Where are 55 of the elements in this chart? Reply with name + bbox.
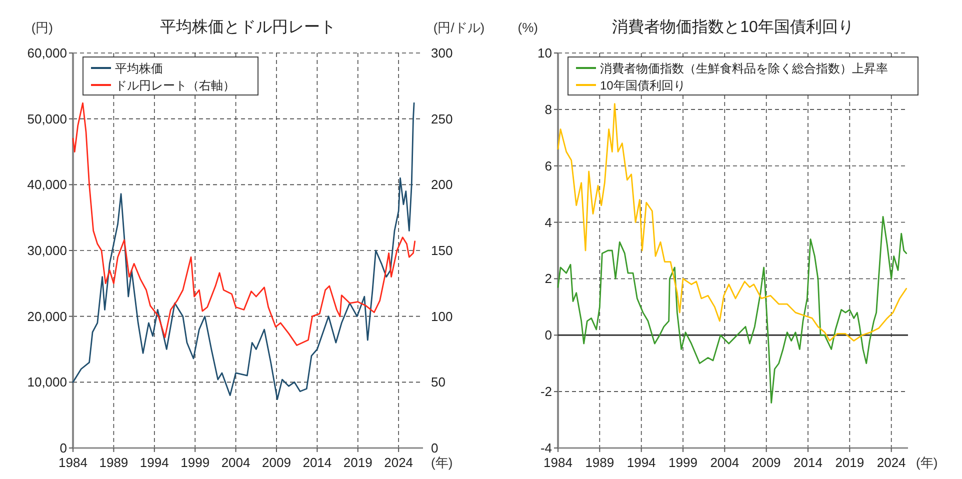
x-tick-label: 2014 (794, 455, 822, 470)
y-tick-label: 8 (544, 102, 552, 117)
x-tick-label: 2024 (876, 455, 906, 470)
y-tick-label: 60,000 (27, 46, 67, 60)
x-tick-label: 1984 (544, 455, 572, 470)
x-axis-title: (年) (431, 455, 453, 470)
x-tick-label: 1999 (668, 455, 698, 470)
y-tick-label: 2 (544, 271, 552, 286)
x-tick-label: 2004 (710, 455, 740, 470)
y-tick-label: 0 (60, 440, 67, 456)
y-tick-label: 6 (544, 158, 552, 174)
x-tick-label: 2009 (752, 455, 781, 470)
chart-title: 消費者物価指数と10年国債利回り (612, 18, 854, 36)
legend-label: 消費者物価指数（生鮮食料品を除く総合指数）上昇率 (600, 62, 888, 76)
x-tick-label: 1994 (140, 455, 169, 470)
y2-tick-label: 100 (431, 308, 453, 324)
x-tick-label: 2009 (262, 455, 291, 470)
y2-tick-label: 250 (431, 111, 453, 126)
x-axis-title: (年) (916, 455, 938, 470)
x-tick-label: 1989 (585, 455, 614, 470)
line-series (72, 102, 415, 400)
x-tick-label: 1994 (626, 455, 656, 470)
legend-label: 10年国債利回り (600, 78, 686, 92)
legend-label: ドル円レート（右軸） (115, 78, 235, 92)
x-tick-label: 2024 (384, 455, 414, 470)
y2-tick-label: 300 (431, 46, 453, 60)
x-tick-label: 2019 (343, 455, 372, 470)
y-tick-label: 10,000 (27, 374, 67, 390)
y2-tick-label: 50 (431, 374, 446, 390)
line-series (557, 103, 908, 342)
line-series (72, 102, 416, 346)
legend-label: 平均株価 (115, 62, 163, 76)
y-tick-label: 20,000 (27, 308, 67, 324)
y2-axis-title: (円/ドル) (433, 20, 485, 35)
y-tick-label: -2 (540, 384, 552, 400)
y-tick-label: 50,000 (27, 111, 67, 126)
y-tick-label: -4 (540, 440, 552, 456)
y-tick-label: 10 (538, 46, 552, 60)
x-tick-label: 2014 (302, 455, 332, 470)
y-tick-label: 40,000 (27, 177, 67, 192)
x-tick-label: 1989 (99, 455, 128, 470)
y2-tick-label: 150 (431, 243, 453, 258)
y-tick-label: 30,000 (27, 243, 67, 258)
y2-tick-label: 200 (431, 177, 453, 192)
y-axis-title: (%) (518, 20, 538, 35)
x-tick-label: 1999 (180, 455, 210, 470)
y-tick-label: 4 (544, 214, 552, 230)
y-axis-title: (円) (31, 20, 53, 35)
x-tick-label: 2004 (221, 455, 250, 470)
y-tick-label: 0 (544, 328, 552, 343)
chart-title: 平均株価とドル円レート (160, 18, 336, 36)
y2-tick-label: 0 (431, 440, 438, 456)
line-series (557, 216, 908, 404)
x-tick-label: 1984 (58, 455, 88, 470)
x-tick-label: 2019 (835, 455, 864, 470)
